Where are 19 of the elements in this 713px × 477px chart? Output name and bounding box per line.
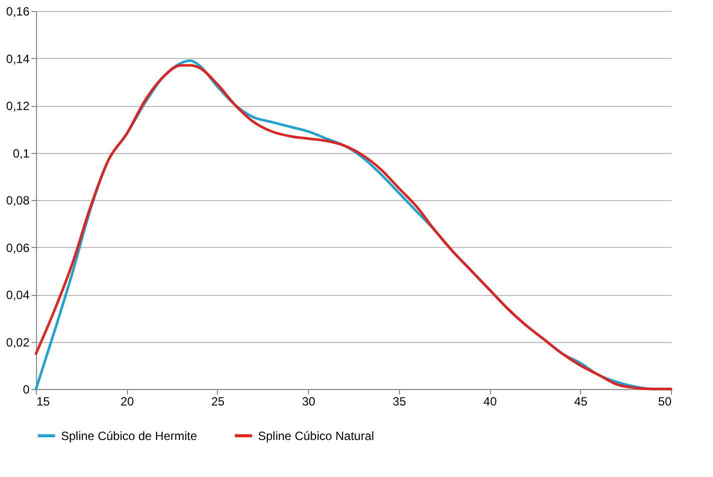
legend-label: Spline Cúbico de Hermite <box>61 428 198 443</box>
y-tick-label: 0 <box>22 382 30 396</box>
x-tick-label: 25 <box>211 394 225 408</box>
y-tick-label: 0,08 <box>6 194 30 208</box>
legend-label: Spline Cúbico Natural <box>258 428 374 443</box>
x-tick-label: 35 <box>392 394 406 408</box>
y-tick-label: 0,16 <box>6 4 30 18</box>
x-tick-label: 45 <box>574 394 588 408</box>
y-tick-label: 0,02 <box>6 335 30 350</box>
y-tick-label: 0,06 <box>6 240 30 255</box>
y-tick-label: 0,1 <box>12 146 30 160</box>
y-tick-label: 0,14 <box>6 52 30 66</box>
x-tick-label: 20 <box>120 394 134 408</box>
x-tick-label: 40 <box>483 394 498 408</box>
x-tick-label: 15 <box>36 394 50 408</box>
y-tick-label: 0,04 <box>6 288 30 302</box>
x-tick-label: 50 <box>658 394 672 408</box>
x-tick-label: 30 <box>302 394 316 408</box>
y-tick-label: 0,12 <box>6 99 30 113</box>
